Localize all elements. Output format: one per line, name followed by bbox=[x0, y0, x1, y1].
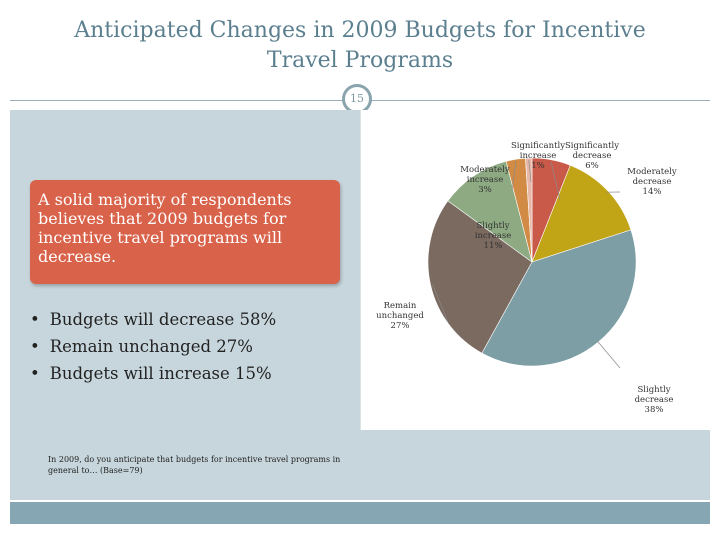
survey-question-note: In 2009, do you anticipate that budgets … bbox=[48, 455, 341, 475]
pie-slice-label: Moderately decrease 14% bbox=[627, 167, 677, 197]
pie-leader-line bbox=[528, 160, 532, 183]
summary-callout: A solid majority of respondents believes… bbox=[30, 180, 340, 284]
slide-title-line-1: Anticipated Changes in 2009 Budgets for … bbox=[74, 18, 646, 43]
pie-leader-line bbox=[596, 340, 621, 369]
pie-leader-line bbox=[432, 284, 449, 323]
pie-slice-label: Moderately increase 3% bbox=[460, 165, 510, 195]
summary-callout-text: A solid majority of respondents believes… bbox=[38, 190, 292, 266]
slide-title: Anticipated Changes in 2009 Budgets for … bbox=[20, 16, 700, 76]
pie-slice bbox=[427, 200, 533, 354]
pie-leader-line bbox=[550, 161, 561, 201]
pie-slices bbox=[427, 157, 637, 367]
finding-item: Remain unchanged 27% bbox=[30, 333, 360, 360]
pie-slice-label: Remain unchanged 27% bbox=[376, 301, 424, 331]
slide-title-line-2: Travel Programs bbox=[266, 48, 454, 73]
pie-slice-label: Slightly increase 11% bbox=[475, 221, 512, 251]
pie-slice bbox=[525, 157, 533, 263]
footer-bar bbox=[10, 502, 710, 524]
pie-slice-label: Significantly decrease 6% bbox=[565, 141, 619, 171]
findings-list: Budgets will decrease 58% Remain unchang… bbox=[30, 306, 360, 387]
pie-leader-line bbox=[511, 161, 517, 191]
budget-change-pie-chart: Significantly decrease 6% Moderately decreas… bbox=[360, 110, 710, 430]
pie-slice bbox=[447, 160, 533, 263]
finding-item: Budgets will decrease 58% bbox=[30, 306, 360, 333]
pie-slice-label: Significantly increase 1% bbox=[511, 141, 565, 171]
pie-slice-label: Slightly decrease 38% bbox=[635, 385, 674, 415]
finding-item: Budgets will increase 15% bbox=[30, 360, 360, 387]
pie-labels: Significantly decrease 6% Moderately decreas… bbox=[376, 141, 677, 415]
